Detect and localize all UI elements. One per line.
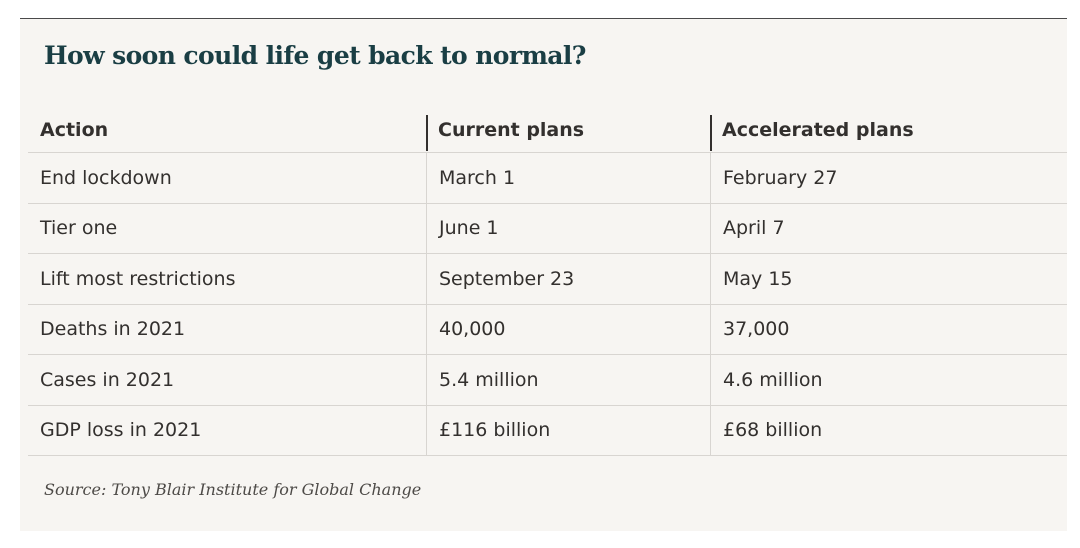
table-card: How soon could life get back to normal? …: [20, 18, 1067, 531]
table-row: End lockdown March 1 February 27: [28, 153, 1067, 204]
table-cell-accelerated-plans: £68 billion: [710, 405, 1067, 455]
header-divider: [710, 115, 712, 151]
table-row: Lift most restrictions September 23 May 15: [28, 254, 1067, 305]
table-cell-accelerated-plans: May 15: [710, 254, 1067, 304]
header-divider: [426, 115, 428, 151]
column-header-current-plans: Current plans: [438, 118, 585, 141]
table-cell-current-plans: £116 billion: [426, 405, 710, 455]
table-title: How soon could life get back to normal?: [44, 41, 586, 70]
table-row: Tier one June 1 April 7: [28, 203, 1067, 254]
table-cell-action: Lift most restrictions: [40, 267, 236, 290]
table-cell-action: End lockdown: [40, 166, 172, 189]
table-row: Cases in 2021 5.4 million 4.6 million: [28, 355, 1067, 406]
source-note: Source: Tony Blair Institute for Global …: [44, 480, 422, 499]
table-cell-action: GDP loss in 2021: [40, 419, 202, 442]
table-cell-accelerated-plans: 37,000: [710, 304, 1067, 354]
table-row: Deaths in 2021 40,000 37,000: [28, 304, 1067, 355]
table-cell-accelerated-plans: April 7: [710, 203, 1067, 253]
table-cell-accelerated-plans: February 27: [710, 153, 1067, 203]
column-header-accelerated-plans: Accelerated plans: [722, 118, 914, 141]
table-cell-current-plans: September 23: [426, 254, 710, 304]
table-cell-action: Cases in 2021: [40, 368, 175, 391]
table-cell-current-plans: March 1: [426, 153, 710, 203]
table-header-row: Action Current plans Accelerated plans: [28, 103, 1067, 153]
data-table: Action Current plans Accelerated plans E…: [28, 103, 1067, 456]
table-cell-action: Tier one: [40, 217, 118, 240]
table-cell-action: Deaths in 2021: [40, 318, 186, 341]
table-row: GDP loss in 2021 £116 billion £68 billion: [28, 405, 1067, 456]
table-cell-accelerated-plans: 4.6 million: [710, 355, 1067, 405]
table-cell-current-plans: 40,000: [426, 304, 710, 354]
column-header-action: Action: [40, 118, 109, 141]
table-cell-current-plans: June 1: [426, 203, 710, 253]
table-cell-current-plans: 5.4 million: [426, 355, 710, 405]
